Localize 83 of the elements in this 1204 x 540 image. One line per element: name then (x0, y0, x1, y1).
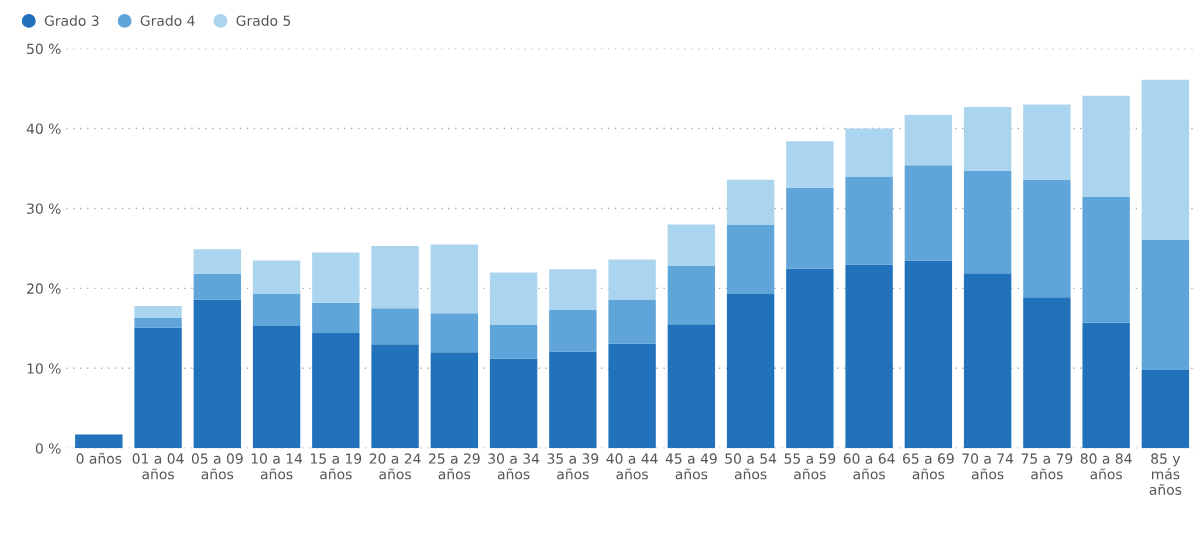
y-tick-label: 10 % (27, 363, 61, 374)
x-tick-label: 75 a 79 años (1021, 453, 1073, 480)
bar (134, 305, 182, 318)
x-tick-label: 60 a 64 años (843, 453, 895, 480)
y-tick-label: 20 % (27, 283, 61, 294)
x-tick-label: 35 a 39 años (547, 453, 599, 480)
bar (608, 299, 656, 344)
bar (845, 176, 893, 265)
bar (845, 128, 893, 177)
bar (252, 260, 301, 294)
bar (667, 324, 716, 449)
bar (667, 265, 716, 325)
bar (549, 269, 597, 310)
y-tick-label: 50 % (27, 43, 61, 55)
x-tick-label: 50 a 54 años (725, 453, 777, 480)
x-tick-label: 55 a 59 años (784, 453, 836, 480)
bar (1082, 196, 1130, 323)
legend-label: Grado 4 (140, 15, 195, 26)
bar (726, 293, 775, 449)
bar (608, 259, 656, 300)
bar (726, 179, 775, 225)
bar (312, 252, 360, 303)
bar (549, 309, 597, 352)
x-tick-label: 85 y más años (1149, 453, 1182, 495)
y-tick-label: 30 % (27, 203, 61, 214)
legend-label: Grado 5 (236, 15, 291, 26)
bar (193, 299, 242, 449)
bar (489, 325, 538, 359)
bar (904, 165, 953, 261)
bar (1023, 179, 1071, 298)
bar (312, 333, 360, 449)
bar (845, 264, 893, 449)
bar (786, 268, 834, 449)
x-tick-label: 15 a 19 años (311, 453, 362, 480)
bar (1082, 95, 1130, 197)
bar (371, 344, 419, 449)
bar (312, 302, 360, 334)
bar (252, 325, 301, 449)
bar (549, 351, 597, 449)
bar (75, 434, 123, 449)
x-tick-label: 25 a 29 años (429, 453, 480, 480)
bar (489, 358, 538, 449)
bar (963, 170, 1012, 274)
bar (430, 313, 479, 353)
x-tick-label: 10 a 14 años (251, 453, 303, 480)
legend-label: Grado 3 (44, 15, 99, 26)
bar (726, 224, 775, 294)
bar (1082, 322, 1130, 449)
x-tick-label: 01 a 04 años (132, 453, 184, 480)
bar (1023, 297, 1071, 449)
x-tick-label: 05 a 09 años (191, 453, 243, 480)
x-tick-label: 0 años (76, 452, 122, 464)
bar (252, 293, 301, 326)
bar (667, 224, 716, 266)
x-tick-label: 20 a 24 años (369, 453, 421, 480)
bar (193, 249, 242, 274)
bar (963, 106, 1012, 171)
x-tick-label: 80 a 84 años (1080, 453, 1132, 480)
bar (963, 273, 1012, 449)
x-tick-label: 40 a 44 años (606, 453, 658, 480)
bar (904, 260, 953, 449)
x-tick-label: 30 a 34 años (488, 453, 540, 480)
y-tick-label: 40 % (26, 123, 61, 134)
x-tick-label: 45 a 49 años (665, 453, 717, 480)
bar (1141, 239, 1190, 370)
bar (786, 187, 834, 269)
bar (193, 273, 242, 300)
bar (134, 317, 182, 328)
bar (1023, 104, 1071, 180)
bar (904, 114, 953, 166)
bar (371, 246, 419, 309)
bar (134, 327, 182, 449)
bar (489, 272, 538, 326)
bar (371, 308, 419, 345)
y-tick-label: 0 % (35, 443, 61, 454)
bar (430, 244, 479, 314)
bar (786, 141, 834, 188)
x-tick-label: 70 a 74 años (962, 453, 1014, 480)
bar (430, 352, 479, 449)
bar (1141, 79, 1190, 240)
x-tick-label: 65 a 69 años (903, 453, 954, 480)
bar (1141, 369, 1190, 449)
bar (608, 343, 656, 449)
